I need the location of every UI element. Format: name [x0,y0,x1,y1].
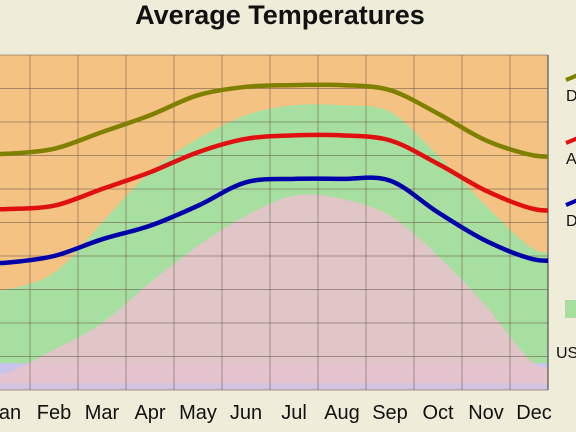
series-lines [0,82,548,266]
chart-title: Average Temperatures [135,0,425,30]
band-pink [0,194,548,390]
x-tick-label: Jul [281,402,307,424]
series-line-0 [0,82,548,159]
x-tick-label: Dec [516,402,552,424]
legend-swatch [565,198,576,207]
x-axis-ticks: an Feb Mar Apr May Jun Jul Aug Sep Oct Nov Dec [0,402,552,424]
band-lavender-bottom [0,383,548,390]
series-line-1 [0,132,548,213]
legend-label: D [566,213,576,230]
legend-swatch [565,300,576,318]
x-tick-label: Aug [324,402,360,424]
x-tick-label: May [179,402,217,424]
x-tick-label: Nov [468,402,504,424]
legend-label: US [556,345,576,362]
legend-label: D [566,88,576,105]
series-line-2 [0,175,548,266]
legend: D A D US [556,73,576,362]
x-tick-label: Oct [422,402,454,424]
legend-swatch [565,136,576,145]
x-tick-label: Jun [230,402,262,424]
legend-swatch [565,73,576,82]
x-tick-label: Apr [134,402,165,424]
x-tick-label: Feb [37,402,71,424]
x-tick-label: an [0,402,21,424]
x-tick-label: Sep [372,402,408,424]
legend-label: A [566,151,576,168]
x-tick-label: Mar [85,402,120,424]
